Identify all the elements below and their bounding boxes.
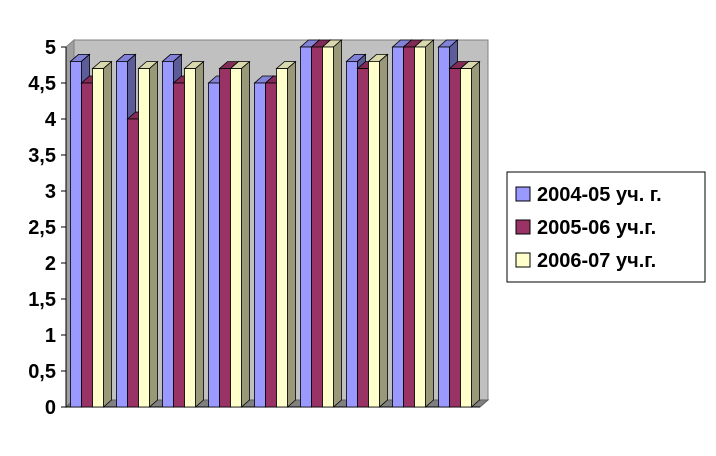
- bar-front: [276, 68, 288, 408]
- y-tick-label: 1: [45, 325, 56, 347]
- bar-front: [208, 82, 220, 408]
- bar-front: [173, 82, 185, 408]
- bar-side: [333, 39, 342, 408]
- bar: [275, 60, 297, 408]
- bar-side: [379, 53, 388, 408]
- bar-side: [149, 60, 158, 408]
- bar-side: [425, 39, 434, 408]
- y-tick-label: 2,5: [28, 217, 56, 239]
- bar: [183, 60, 205, 408]
- bar-front: [127, 118, 139, 408]
- bar-front: [184, 68, 196, 408]
- bar-front: [92, 68, 104, 408]
- y-tick-label: 1,5: [28, 289, 56, 311]
- legend-label: 2005-06 уч.г.: [537, 217, 656, 239]
- bar-side: [471, 60, 480, 408]
- bar-front: [357, 68, 369, 408]
- bar: [367, 53, 389, 408]
- bar-front: [322, 46, 334, 408]
- legend-label: 2006-07 уч.г.: [537, 250, 656, 272]
- bar: [137, 60, 159, 408]
- bar-front: [392, 46, 404, 408]
- y-tick-label: 3: [45, 181, 56, 203]
- bar-front: [81, 82, 93, 408]
- y-tick-label: 5: [45, 37, 56, 59]
- y-tick-label: 0,5: [28, 361, 56, 383]
- legend-swatch: [515, 252, 531, 268]
- bar-front: [403, 46, 415, 408]
- y-tick-label: 4,5: [28, 73, 56, 95]
- bar-front: [449, 68, 461, 408]
- bar: [91, 60, 113, 408]
- legend-box: [506, 171, 706, 283]
- bar-front: [368, 61, 380, 408]
- bar-side: [287, 60, 296, 408]
- y-tick-label: 2: [45, 253, 56, 275]
- legend-swatch: [515, 219, 531, 235]
- bar: [321, 39, 343, 408]
- bar-front: [254, 82, 266, 408]
- bar-front: [265, 82, 277, 408]
- y-tick-label: 3,5: [28, 145, 56, 167]
- bar-front: [414, 46, 426, 408]
- legend-swatch: [515, 186, 531, 202]
- bar-side: [241, 60, 250, 408]
- bar-front: [70, 61, 82, 408]
- bar: [229, 60, 251, 408]
- bar-series: [69, 39, 481, 408]
- y-axis: 0 0,5 1 1,5 2 2,5 3 3,5 4 4,5 5: [28, 37, 480, 419]
- bar: [413, 39, 435, 408]
- bar-front: [311, 46, 323, 408]
- y-tick-label: 0: [45, 397, 56, 419]
- bar-side: [103, 60, 112, 408]
- bar-front: [162, 61, 174, 408]
- legend-label: 2004-05 уч. г.: [537, 184, 662, 206]
- bar-front: [460, 68, 472, 408]
- bar-front: [138, 68, 150, 408]
- bar-front: [219, 68, 231, 408]
- bar-front: [116, 61, 128, 408]
- bar-front: [300, 46, 312, 408]
- bar-side: [195, 60, 204, 408]
- bar: [459, 60, 481, 408]
- legend: 2004-05 уч. г. 2005-06 уч.г. 2006-07 уч.г.: [506, 171, 706, 283]
- y-tick-label: 4: [45, 109, 57, 131]
- bar-front: [346, 61, 358, 408]
- bar-front: [230, 68, 242, 408]
- bar-front: [438, 46, 450, 408]
